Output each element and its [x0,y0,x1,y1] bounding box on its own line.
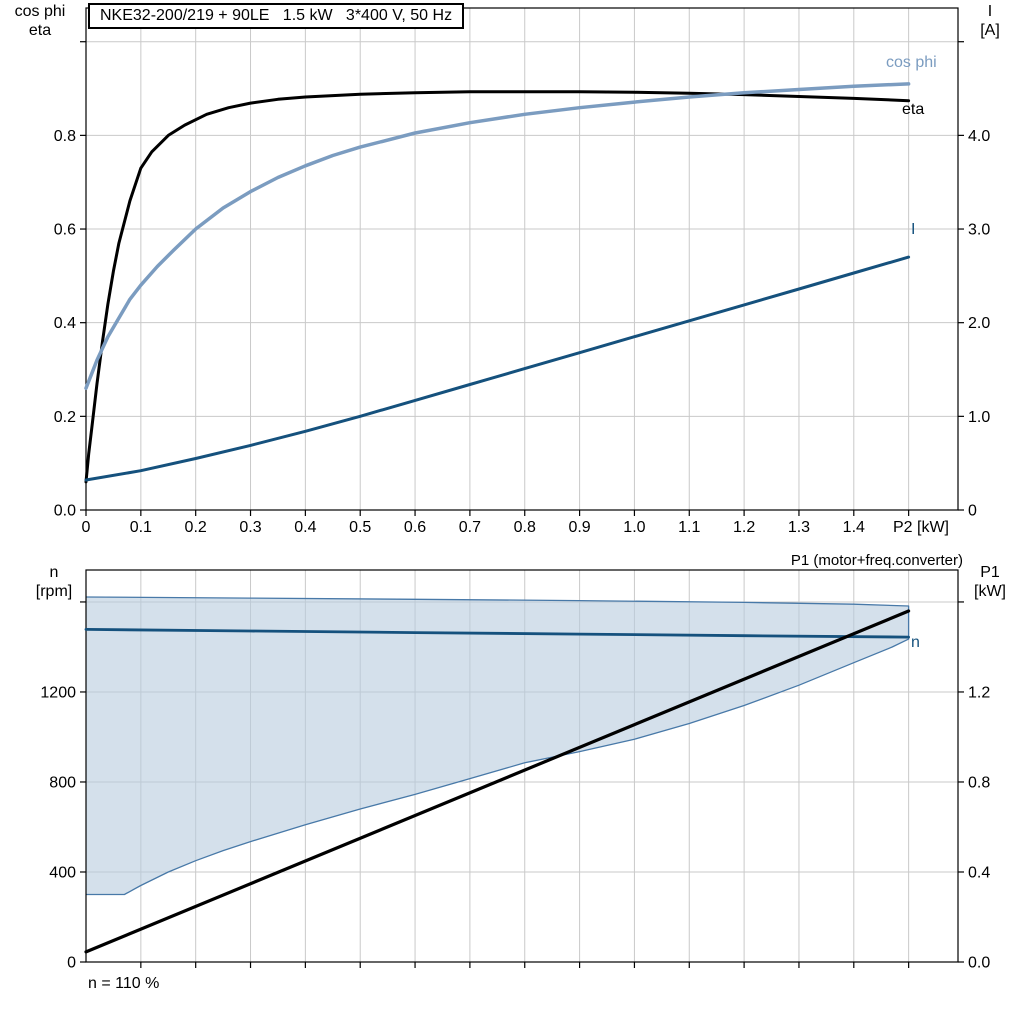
y-left-tick-label: 0.2 [54,409,76,426]
y-left-tick-label: 0.0 [54,503,76,520]
x-tick-label: 1.3 [788,519,810,536]
curve-label-current: I [911,221,916,238]
x-tick-label: 0.1 [130,519,152,536]
x-tick-label: 1.4 [843,519,865,536]
y-right-tick-label: 0 [968,503,977,520]
x-tick-label: 1.2 [733,519,755,536]
x-tick-label: 0.8 [514,519,536,536]
y-right-tick-label: 2.0 [968,315,990,332]
y-left-tick-label: 0.8 [54,128,76,145]
x-tick-label: 0 [82,519,91,536]
axis-title-rpm-unit: [rpm] [35,582,73,600]
left-axis-title-top-chart: cos phi eta [2,3,78,41]
x-tick-label: 0.4 [294,519,316,536]
x-tick-label: 1.1 [678,519,700,536]
curve-label-cos-phi: cos phi [886,54,937,71]
y-left-tick-label: 400 [49,864,76,881]
y-left-tick-label: 0 [67,955,76,972]
axis-title-cos-phi: cos phi [14,3,66,20]
speed-footnote: n = 110 % [88,975,160,992]
right-axis-title-top-chart: I [A] [962,3,1018,41]
series-p1 [84,609,911,954]
plot-frame [85,569,959,963]
x-tick-label: 0.3 [239,519,261,536]
operating-envelope-fill [86,597,909,895]
y-right-tick-label: 3.0 [968,222,990,239]
y-right-tick-label: 0.0 [968,955,990,972]
y-left-tick-label: 0.4 [54,315,76,332]
axis-title-n: n [49,564,59,581]
x-tick-label: 0.5 [349,519,371,536]
curve-label-eta: eta [902,101,925,118]
y-left-tick-label: 1200 [40,684,76,701]
x-tick-label: 1.0 [623,519,645,536]
axis-title-p1: P1 [980,564,1000,581]
y-right-tick-label: 1.2 [968,684,990,701]
chart-title-box: NKE32-200/219 + 90LE 1.5 kW 3*400 V, 50 … [88,3,465,29]
y-left-tick-label: 0.6 [54,222,76,239]
x-axis-label: P2 [kW] [893,519,949,536]
left-axis-title-bottom-chart: n [rpm] [18,564,90,602]
operating-envelope-outline [85,596,910,896]
x-tick-label: 0.2 [185,519,207,536]
p1-converter-label: P1 (motor+freq.converter) [790,552,963,569]
series-cos-phi [84,82,911,390]
series-eta [84,90,911,484]
series-i [84,255,911,482]
axis-title-eta: eta [28,21,52,39]
y-right-tick-label: 4.0 [968,128,990,145]
y-left-tick-label: 800 [49,774,76,791]
axis-title-ampere-unit: [A] [980,21,1000,39]
right-axis-title-bottom-chart: P1 [kW] [958,564,1022,602]
curve-label-n: n [911,634,920,651]
x-tick-label: 0.7 [459,519,481,536]
series-n [84,628,910,639]
y-right-tick-label: 0.8 [968,774,990,791]
axis-title-current: I [987,3,993,20]
plot-frame [85,7,959,511]
y-right-tick-label: 1.0 [968,409,990,426]
axis-title-kw-unit: [kW] [974,582,1006,600]
x-tick-label: 0.9 [568,519,590,536]
y-right-tick-label: 0.4 [968,864,990,881]
x-tick-label: 0.6 [404,519,426,536]
